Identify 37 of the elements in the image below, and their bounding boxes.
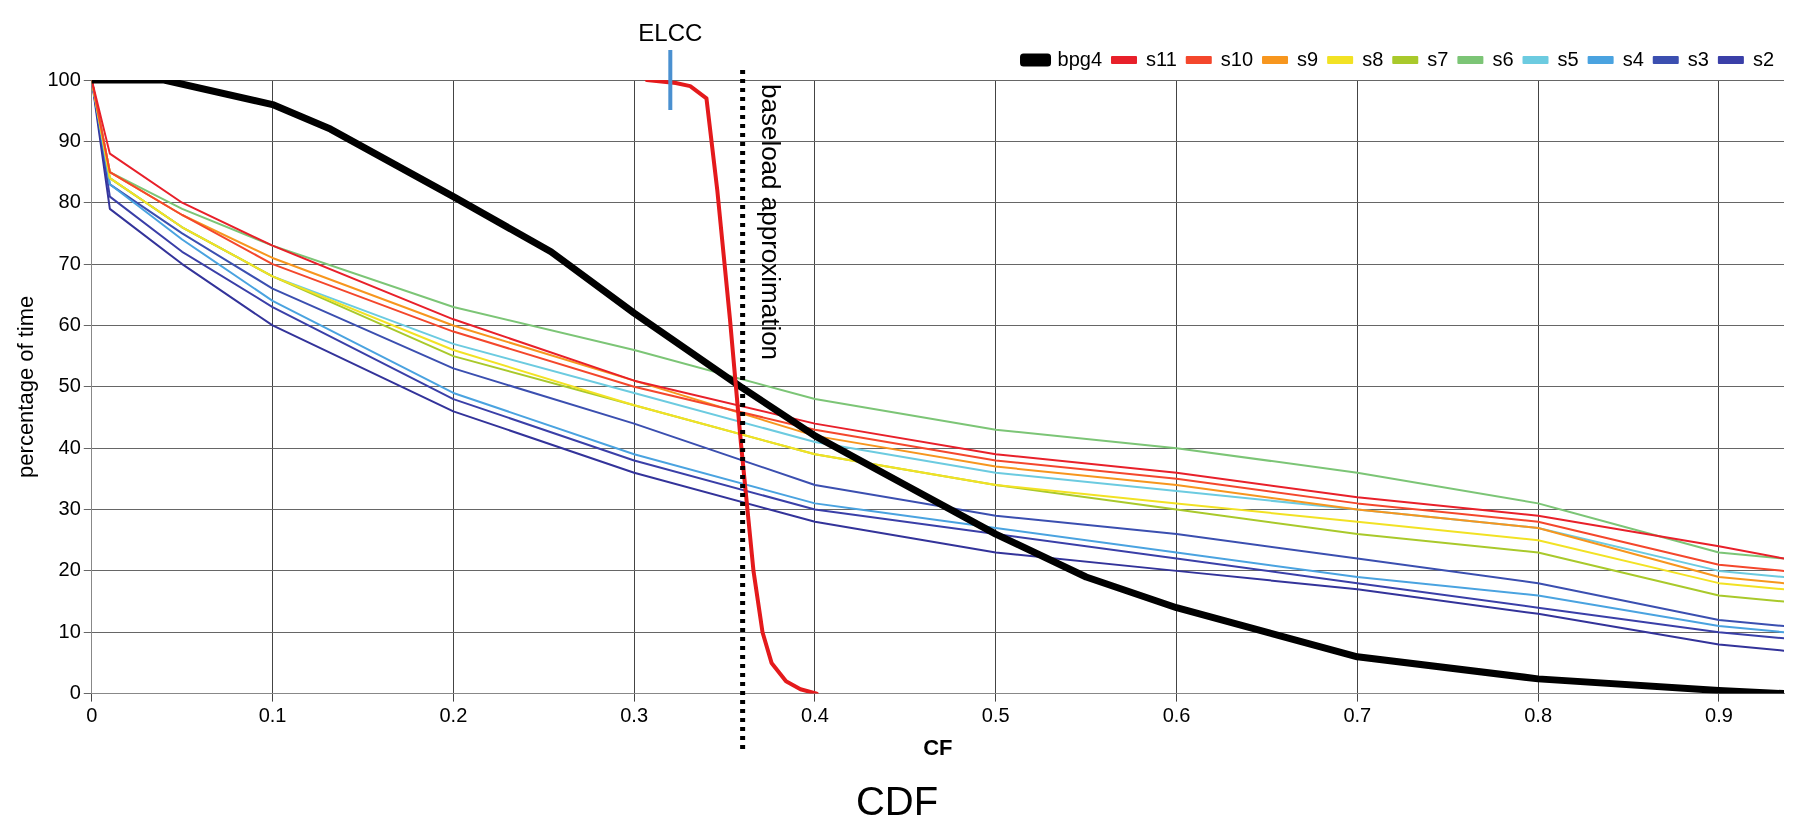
y-tick-label: 60: [58, 312, 81, 335]
legend-label: bpg4: [1057, 47, 1103, 70]
x-tick-label: 0.8: [1524, 704, 1553, 727]
y-tick-label: 50: [58, 374, 81, 397]
x-axis-title: CF: [923, 734, 953, 760]
y-tick-label: 30: [58, 497, 81, 520]
x-tick-label: 0.6: [1162, 704, 1191, 727]
legend-label: s9: [1297, 47, 1319, 70]
x-tick-label: 0.4: [801, 704, 829, 727]
x-tick-label: 0.3: [620, 704, 649, 727]
legend-label: s11: [1146, 47, 1177, 70]
x-tick-label: 0: [86, 704, 98, 727]
legend-label: s10: [1220, 47, 1254, 70]
legend-label: s8: [1362, 47, 1384, 70]
x-tick-label: 0.5: [981, 704, 1010, 727]
y-tick-label: 80: [58, 190, 81, 213]
text: CDF: [855, 779, 939, 824]
legend-label: s3: [1687, 47, 1709, 70]
legend-label: s6: [1492, 47, 1514, 70]
x-tick-label: 0.7: [1343, 704, 1372, 727]
y-tick-label: 70: [58, 251, 81, 274]
x-tick-label: 0.9: [1705, 704, 1733, 727]
legend-label: s4: [1622, 47, 1644, 70]
y-tick-label: 20: [58, 558, 81, 581]
legend-label: s5: [1557, 47, 1579, 70]
y-tick-label: 100: [47, 67, 81, 90]
ref-line-label: baseload approximation: [756, 84, 787, 361]
annotation: ELCC: [638, 18, 703, 46]
legend-label: s2: [1752, 47, 1774, 70]
y-tick-label: 90: [58, 128, 81, 151]
legend-label: s7: [1427, 47, 1449, 70]
y-tick-label: 10: [58, 619, 81, 642]
y-tick-label: 0: [69, 681, 81, 704]
x-tick-label: 0.1: [258, 704, 287, 727]
y-axis-title: percentage of time: [13, 295, 39, 478]
y-tick-label: 40: [58, 435, 81, 458]
x-tick-label: 0.2: [439, 704, 468, 727]
